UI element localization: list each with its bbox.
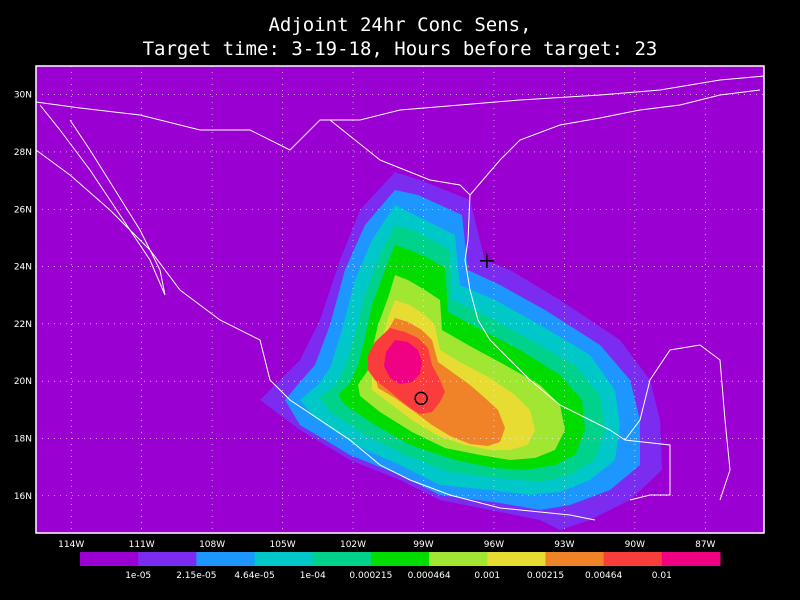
lat-label: 18N [14,434,32,444]
lon-label: 111W [129,540,155,550]
colorbar-label: 0.00464 [585,571,622,581]
map-frame [35,65,765,534]
target-plus-marker [479,253,494,268]
lon-label: 108W [199,540,225,550]
lat-label: 20N [14,377,32,387]
colorbar-label: 0.01 [652,571,672,581]
lat-label: 30N [14,91,32,101]
colorbar-label: 0.001 [474,571,500,581]
grid [36,66,764,533]
colorbar-swatch [254,552,314,566]
lon-label: 87W [695,540,715,550]
colorbar-label: 1e-05 [125,571,151,581]
colorbar-label: 4.64e-05 [234,571,274,581]
colorbar-swatch [487,552,546,566]
lon-label: 93W [554,540,574,550]
coastlines [35,75,765,521]
lon-label: 114W [58,540,84,550]
gulf-coast-line [329,119,731,501]
colorbar-label: 2.15e-05 [176,571,216,581]
pacific-coast-line [35,149,596,521]
colorbar-swatch [429,552,488,566]
markers [414,253,494,406]
colorbar-swatch [138,552,197,566]
baja-peninsula-line [39,104,166,296]
colorbar: 1e-05 2.15e-05 4.64e-05 1e-04 0.000215 0.0004… [80,552,721,581]
contour-bands [260,172,662,530]
north-border-line [35,75,765,151]
lon-label: 102W [340,540,366,550]
colorbar-swatch [312,552,372,566]
colorbar-swatch [545,552,605,566]
title-line-1: Adjoint 24hr Conc Sens, [268,14,532,36]
texas-louisiana-coast-line [469,89,761,196]
source-circle-marker [414,391,428,406]
lon-label: 99W [413,540,433,550]
colorbar-label: 0.000215 [349,571,392,581]
lon-label: 105W [270,540,296,550]
colorbar-label: 1e-04 [300,571,326,581]
colorbar-swatch [603,552,663,566]
colorbar-label: 0.00215 [527,571,564,581]
lat-label: 24N [14,263,32,273]
colorbar-swatch [196,552,256,566]
colorbar-swatch [661,552,721,566]
colorbar-swatch [370,552,430,566]
central-america-border-line [624,439,671,501]
lat-label: 16N [14,492,32,502]
longitude-labels: 114W 111W 108W 105W 102W 99W 96W 93W 90W 87W [58,540,715,550]
colorbar-swatch [80,552,139,566]
lon-label: 96W [484,540,504,550]
colorbar-label: 0.000464 [408,571,451,581]
lat-label: 26N [14,205,32,215]
lat-label: 28N [14,148,32,158]
lat-label: 22N [14,320,32,330]
title-line-2: Target time: 3-19-18, Hours before targe… [142,38,658,60]
lon-label: 90W [625,540,645,550]
band-max [384,340,422,384]
latitude-labels: 30N 28N 26N 24N 22N 20N 18N 16N [14,91,32,502]
